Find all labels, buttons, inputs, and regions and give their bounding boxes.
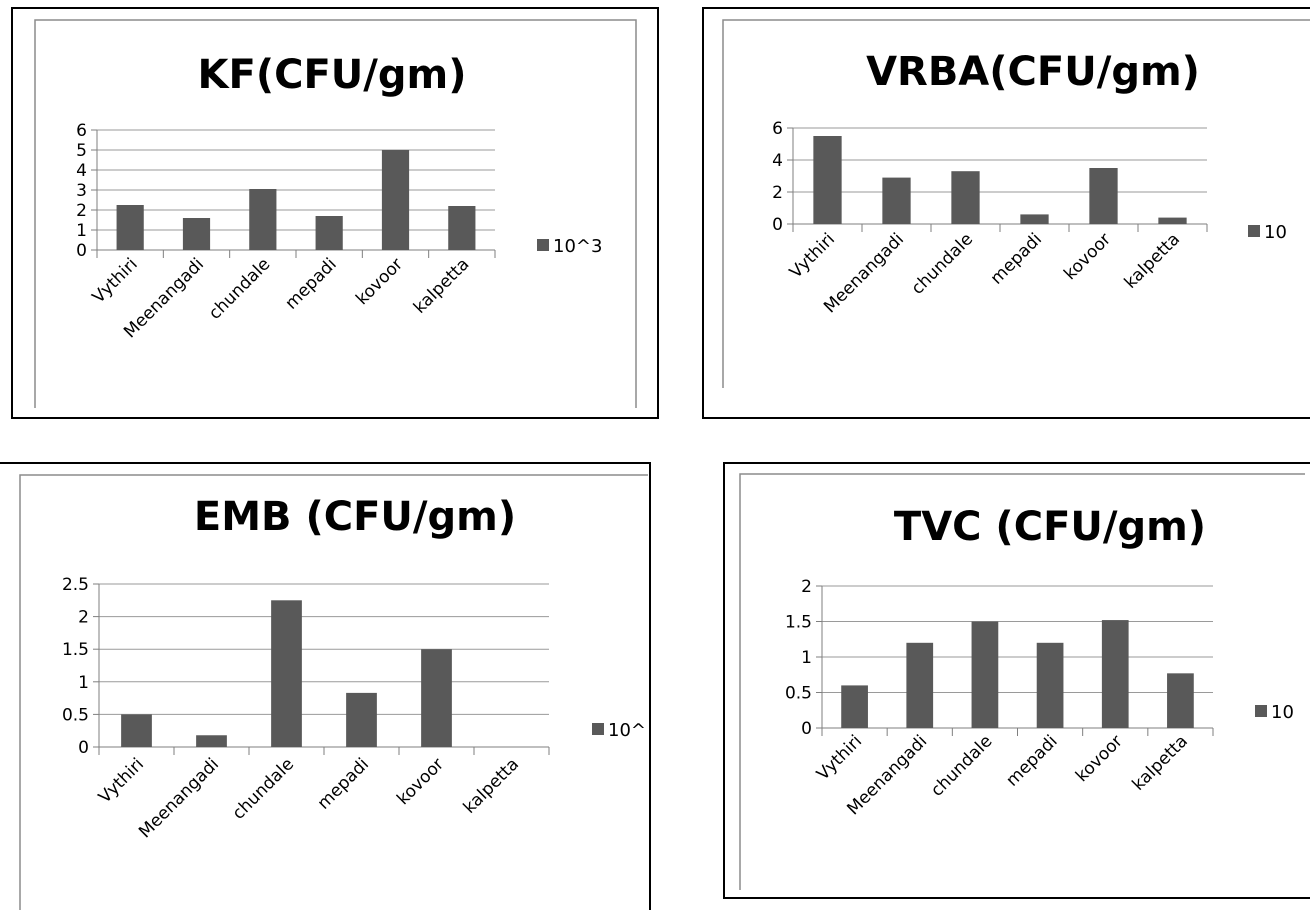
chart-vrba-x-tick-label: Vythiri <box>786 229 839 282</box>
chart-vrba-x-tick-label: chundale <box>908 229 977 298</box>
chart-kf-title: KF(CFU/gm) <box>198 52 467 98</box>
chart-kf-x-tick-label: kalpetta <box>410 254 473 317</box>
chart-tvc-bar-kovoor <box>1101 620 1129 728</box>
chart-tvc-legend-swatch <box>1255 705 1267 717</box>
chart-tvc-x-tick-label: chundale <box>927 731 996 800</box>
chart-panel-emb: EMB (CFU/gm) 0 0.5 1 1.5 2 2.5 Vythiri Meenangad… <box>0 460 665 910</box>
chart-vrba-outer-frame <box>702 7 1310 419</box>
chart-kf-bar-vythiri <box>116 205 144 250</box>
chart-tvc: TVC (CFU/gm)00.511.52VythiriMeenangadich… <box>723 462 1310 899</box>
chart-emb-bar-vythiri <box>121 714 152 747</box>
chart-emb: EMB (CFU/gm) 0 0.5 1 1.5 2 2.5 VythiriMeenangad… <box>0 462 651 910</box>
chart-kf-y-tick-label: 2 <box>76 201 87 221</box>
chart-panel-vrba: VRBA(CFU/gm) 0 2 4 6 Vythiri Meenangadi chundal… <box>700 0 1310 425</box>
chart-panel-kf: KF(CFU/gm) 0 1 2 3 4 5 6 Vythiri Meenangadi chunda… <box>0 0 665 425</box>
chart-kf-bar-kovoor <box>381 150 410 250</box>
chart-emb-y-tick-label: 0 <box>78 738 89 758</box>
chart-kf-bar-chundale <box>249 189 277 250</box>
chart-tvc-legend-label: 10 <box>1271 702 1294 723</box>
chart-kf-bar-kalpetta <box>448 206 476 250</box>
chart-vrba-title: VRBA(CFU/gm) <box>866 49 1200 95</box>
chart-kf-y-tick-label: 5 <box>76 141 87 161</box>
chart-emb-y-tick-label: 1.5 <box>62 640 89 660</box>
chart-tvc-y-tick-label: 1 <box>801 648 812 668</box>
chart-panel-tvc: TVC (CFU/gm) 0 0.5 1 1.5 2 Vythiri Meenangadi ch… <box>715 460 1310 910</box>
chart-kf-y-tick-label: 1 <box>76 221 87 241</box>
chart-tvc-y-tick-label: 0.5 <box>785 684 812 704</box>
chart-emb-x-tick-label: chundale <box>229 754 298 823</box>
chart-kf-bar-meenangadi <box>182 218 211 250</box>
chart-tvc-y-tick-label: 2 <box>801 577 812 597</box>
chart-vrba-bar-meenangadi <box>882 177 911 224</box>
chart-emb-x-tick-label: Meenangadi <box>135 754 223 842</box>
chart-emb-x-tick-label: kovoor <box>393 754 448 809</box>
chart-tvc-bar-chundale <box>971 621 999 728</box>
chart-tvc-bar-kalpetta <box>1167 673 1194 728</box>
chart-vrba-x-tick-label: mepadi <box>987 229 1046 288</box>
chart-emb-bar-mepadi <box>346 692 377 747</box>
chart-tvc-bar-vythiri <box>841 685 868 728</box>
chart-vrba-bar-kovoor <box>1089 168 1118 224</box>
chart-kf-y-tick-label: 3 <box>76 181 87 201</box>
chart-kf-legend-label: 10^3 <box>553 236 602 257</box>
chart-emb-legend-swatch <box>592 723 604 735</box>
chart-tvc-x-tick-label: Vythiri <box>813 731 866 784</box>
chart-emb-y-tick-label: 1 <box>78 673 89 693</box>
chart-kf-inner-frame <box>34 19 637 408</box>
chart-tvc-x-tick-label: mepadi <box>1002 731 1061 790</box>
chart-vrba-inner-frame <box>722 19 1310 388</box>
chart-kf-y-tick-label: 6 <box>76 121 87 141</box>
chart-kf-outer-frame <box>11 7 659 419</box>
chart-emb-y-tick-label: 0.5 <box>62 705 89 725</box>
chart-emb-bar-kovoor <box>421 649 452 747</box>
chart-kf-bar-mepadi <box>315 216 343 250</box>
chart-kf-y-tick-label: 4 <box>76 161 87 181</box>
chart-vrba-legend-swatch <box>1248 225 1260 237</box>
chart-vrba-y-tick-label: 6 <box>772 119 783 139</box>
chart-kf-x-tick-label: chundale <box>205 254 274 323</box>
chart-emb-y-tick-label: 2 <box>78 608 89 628</box>
chart-kf-x-tick-label: Vythiri <box>89 254 142 307</box>
chart-vrba-y-tick-label: 4 <box>772 151 783 171</box>
chart-tvc-y-tick-label: 1.5 <box>785 613 812 633</box>
chart-emb-x-tick-label: mepadi <box>314 754 373 813</box>
chart-emb-y-tick-label: 2.5 <box>62 575 89 595</box>
chart-kf-x-tick-label: kovoor <box>352 254 407 309</box>
chart-tvc-x-tick-label: kovoor <box>1072 731 1127 786</box>
chart-tvc-bar-mepadi <box>1036 642 1064 728</box>
chart-kf-legend-swatch <box>537 239 549 251</box>
chart-vrba-bar-kalpetta <box>1158 217 1187 224</box>
chart-kf-x-tick-label: mepadi <box>281 254 340 313</box>
chart-emb-x-tick-label: kalpetta <box>460 754 523 817</box>
chart-vrba-y-tick-label: 0 <box>772 215 783 235</box>
chart-emb-inner-frame <box>19 474 648 910</box>
chart-vrba-x-tick-label: kalpetta <box>1121 229 1184 292</box>
chart-vrba-bar-chundale <box>951 171 980 224</box>
chart-emb-x-tick-label: Vythiri <box>95 754 148 807</box>
chart-tvc-outer-frame <box>723 462 1310 899</box>
chart-vrba-bar-mepadi <box>1020 214 1049 224</box>
chart-tvc-inner-frame <box>739 473 1305 890</box>
chart-emb-outer-frame <box>0 462 651 910</box>
chart-emb-bar-chundale <box>271 600 302 747</box>
chart-kf-y-tick-label: 0 <box>76 241 87 261</box>
chart-emb-legend-label: 10^ <box>608 720 646 741</box>
chart-tvc-bar-meenangadi <box>906 642 934 728</box>
chart-kf: KF(CFU/gm)0123456VythiriMeenangadichunda… <box>11 7 659 419</box>
chart-emb-bar-meenangadi <box>196 735 227 747</box>
chart-vrba-x-tick-label: kovoor <box>1060 229 1115 284</box>
chart-tvc-x-tick-label: kalpetta <box>1129 731 1192 794</box>
chart-tvc-title: TVC (CFU/gm) <box>894 504 1206 550</box>
chart-vrba-legend-label: 10 <box>1264 222 1287 243</box>
chart-vrba-y-tick-label: 2 <box>772 183 783 203</box>
chart-tvc-y-tick-label: 0 <box>801 719 812 739</box>
chart-vrba-bar-vythiri <box>813 136 842 224</box>
chart-emb-title: EMB (CFU/gm) <box>194 494 516 540</box>
